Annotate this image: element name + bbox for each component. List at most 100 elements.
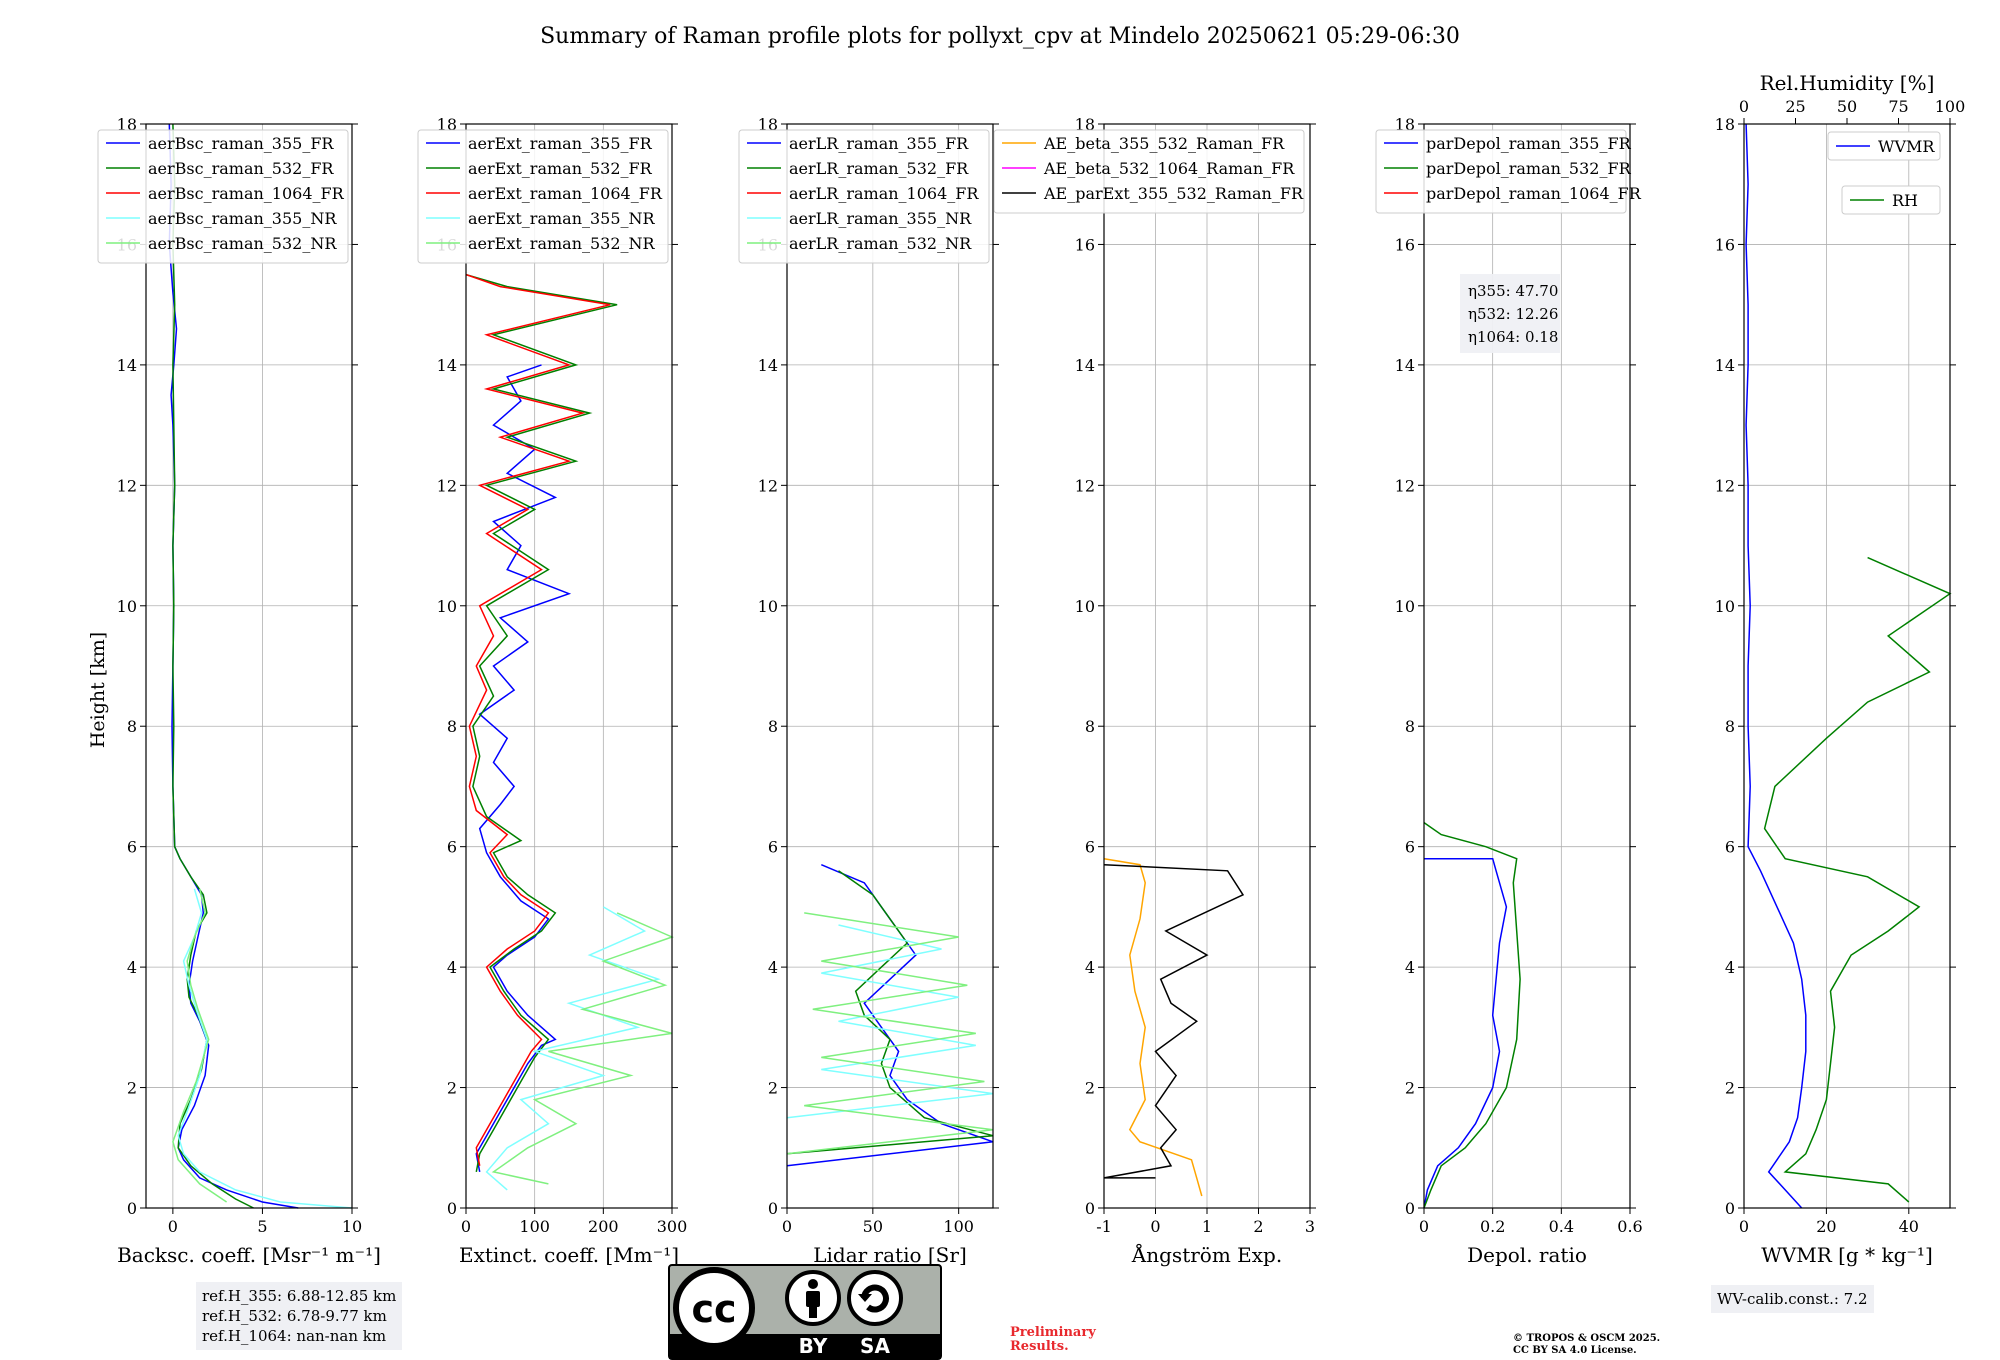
annotation-bg <box>1460 274 1560 353</box>
legend-label: aerLR_raman_355_FR <box>789 134 969 153</box>
legend-box <box>993 129 1305 214</box>
x2-tick-label: 75 <box>1888 97 1908 116</box>
series-line-aerExt_raman_532_FR <box>465 273 618 1173</box>
y-tick-label: 14 <box>1395 356 1415 375</box>
legend-label: AE_beta_532_1064_Raman_FR <box>1043 159 1295 178</box>
y-tick-label: 18 <box>1715 115 1735 134</box>
series-line-aerBsc_raman_532_NR <box>172 888 228 1203</box>
y-tick-label: 4 <box>447 958 457 977</box>
copyright-note: © TROPOS & OSCM 2025. CC BY SA 4.0 Licen… <box>1513 1333 1660 1357</box>
y-tick-label: 12 <box>117 476 137 495</box>
y-tick-label: 4 <box>1085 958 1095 977</box>
legend-label: aerBsc_raman_355_NR <box>148 209 337 228</box>
panel-depol: 0 2 4 6 8 10 12 14 16 18 0 0.2 0.4 0.6 Depol. ratio par… <box>1375 115 1643 1267</box>
y-tick-label: 10 <box>437 597 457 616</box>
x-axis-label: WVMR [g * kg⁻¹] <box>1761 1243 1933 1267</box>
y-tick-label: 8 <box>127 717 137 736</box>
legend-label: aerExt_raman_532_FR <box>468 159 653 178</box>
y-tick-label: 8 <box>1405 717 1415 736</box>
preliminary-line-2: Results. <box>1010 1339 1069 1354</box>
y-tick-label: 10 <box>1715 597 1735 616</box>
y-tick-label: 10 <box>758 597 778 616</box>
y-tick-label: 14 <box>117 356 137 375</box>
legend-entry: WVMR <box>1827 131 1941 161</box>
series-line-aerExt_raman_355_NR <box>485 906 661 1191</box>
y-tick-label: 8 <box>447 717 457 736</box>
x-tick-label: 50 <box>863 1217 883 1236</box>
y-tick-label: 8 <box>1085 717 1095 736</box>
series-line-parDepol_raman_355_FR <box>1423 857 1508 1209</box>
x-tick-label: 5 <box>257 1217 267 1236</box>
annotation-box: η355: 47.70 η532: 12.26 η1064: 0.18 <box>1460 274 1560 353</box>
x-tick-label: 100 <box>519 1217 550 1236</box>
plot-frame <box>1423 123 1631 1209</box>
y-tick-label: 0 <box>447 1199 457 1218</box>
series-line-aerBsc_raman_355_NR <box>177 888 353 1209</box>
y-tick-label: 6 <box>768 838 778 857</box>
x-tick-label: 10 <box>342 1217 362 1236</box>
x2-tick-label: 50 <box>1837 97 1857 116</box>
x-axis-label: Ångström Exp. <box>1131 1242 1282 1267</box>
legend-label: aerLR_raman_1064_FR <box>789 184 979 203</box>
preliminary-note: Preliminary Results. <box>1010 1326 1096 1354</box>
legend-label: aerExt_raman_355_NR <box>468 209 656 228</box>
y-tick-label: 10 <box>117 597 137 616</box>
legend-label: parDepol_raman_355_FR <box>1426 134 1632 153</box>
y-tick-label: 2 <box>1405 1079 1415 1098</box>
x-tick-label: 0 <box>1419 1217 1429 1236</box>
x-tick-label: 0 <box>461 1217 471 1236</box>
legend-box <box>1841 185 1941 215</box>
y-tick-label: 14 <box>1075 356 1095 375</box>
svg-text:cc: cc <box>691 1287 736 1331</box>
y-tick-label: 14 <box>758 356 778 375</box>
annotation-text: η1064: 0.18 <box>1468 328 1558 346</box>
x-tick-label: 3 <box>1305 1217 1315 1236</box>
legend: aerBsc_raman_355_FR aerBsc_raman_532_FRae… <box>97 129 349 264</box>
x-tick-label: 0.2 <box>1480 1217 1505 1236</box>
x-tick-label: 2 <box>1253 1217 1263 1236</box>
y-tick-label: 18 <box>1075 115 1095 134</box>
legend-label: aerBsc_raman_355_FR <box>148 134 334 153</box>
y-tick-label: 16 <box>1395 235 1415 254</box>
by-person-icon <box>785 1270 841 1326</box>
y-tick-label: 4 <box>1405 958 1415 977</box>
preliminary-line-1: Preliminary <box>1010 1325 1096 1340</box>
legend: aerExt_raman_355_FR aerExt_raman_532_FRae… <box>417 129 669 264</box>
legend-label: aerExt_raman_355_FR <box>468 134 653 153</box>
y-tick-label: 0 <box>127 1199 137 1218</box>
series-line-aerLR_raman_355_FR <box>786 864 994 1167</box>
panel-bsc: 0246810121416180510Backsc. coeff. [Msr⁻¹… <box>97 115 381 1267</box>
panels: 0246810121416180510Backsc. coeff. [Msr⁻¹… <box>97 71 1965 1267</box>
y-tick-label: 18 <box>437 115 457 134</box>
y-tick-label: 12 <box>1395 476 1415 495</box>
series-line-aerLR_raman_532_NR <box>786 912 994 1155</box>
series-line-RH <box>1763 556 1952 1203</box>
legend-label: aerExt_raman_532_NR <box>468 234 656 253</box>
plot-frame <box>1743 123 1951 1209</box>
x-tick-label: 1 <box>1202 1217 1212 1236</box>
y-tick-label: 2 <box>127 1079 137 1098</box>
y-tick-label: 4 <box>127 958 137 977</box>
copyright-line-1: © TROPOS & OSCM 2025. <box>1513 1333 1661 1344</box>
legend-box <box>97 129 349 264</box>
annotation-text: η355: 47.70 <box>1468 282 1558 300</box>
y-tick-label: 18 <box>1395 115 1415 134</box>
y-tick-label: 12 <box>1075 476 1095 495</box>
series-line-aerBsc_raman_532_FR <box>172 123 254 1209</box>
y-tick-label: 0 <box>1725 1199 1735 1218</box>
y-tick-label: 18 <box>117 115 137 134</box>
legend-label: parDepol_raman_1064_FR <box>1426 184 1642 203</box>
y-tick-label: 2 <box>768 1079 778 1098</box>
x2-tick-label: 0 <box>1739 97 1749 116</box>
legend-label: aerBsc_raman_1064_FR <box>148 184 345 203</box>
y-tick-label: 10 <box>1075 597 1095 616</box>
legend: aerLR_raman_355_FR aerLR_raman_532_FR aerL… <box>738 129 990 264</box>
legend: parDepol_raman_355_FR parDepol_raman_532_… <box>1375 129 1642 214</box>
figure-title: Summary of Raman profile plots for polly… <box>540 24 1460 49</box>
series-line-AE_beta_355_532_Raman_FR <box>1103 857 1203 1197</box>
y-tick-label: 6 <box>447 838 457 857</box>
ref-line-532: ref.H_532: 6.78-9.77 km <box>202 1307 387 1325</box>
y-tick-label: 0 <box>1085 1199 1095 1218</box>
